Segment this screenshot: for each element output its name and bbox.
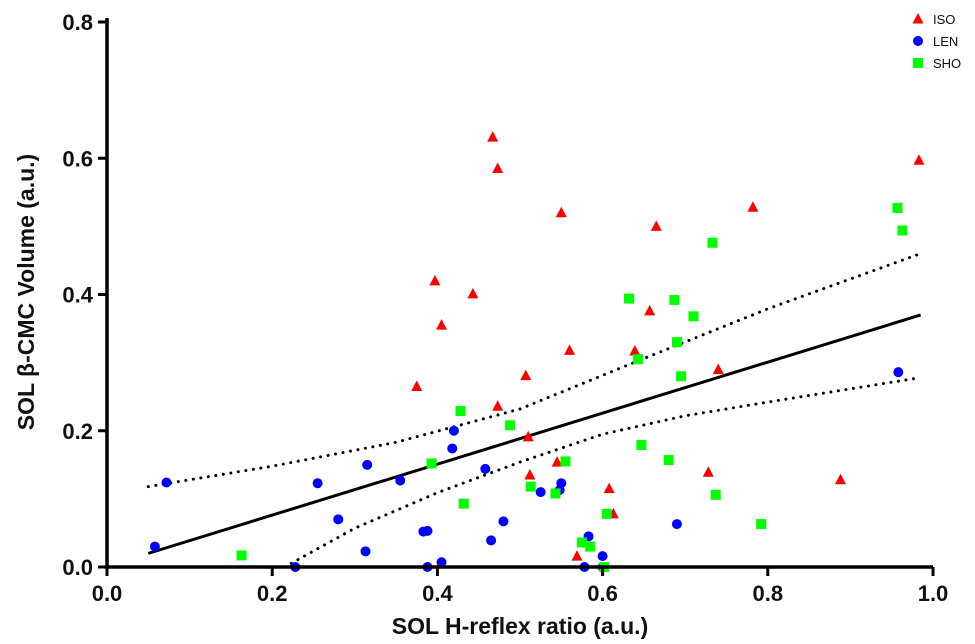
data-point-sho	[636, 440, 647, 451]
y-axis-title: SOL β-CMC Volume (a.u.)	[13, 154, 39, 430]
x-tick-label: 0.8	[753, 581, 784, 606]
series-iso	[411, 131, 925, 561]
data-point-iso	[747, 201, 759, 212]
data-point-len	[447, 443, 458, 454]
tick-marks	[98, 20, 935, 576]
data-point-iso	[551, 456, 563, 467]
data-point-sho	[756, 519, 767, 530]
data-point-iso	[411, 380, 423, 391]
data-point-iso	[834, 473, 846, 485]
data-point-iso	[524, 469, 536, 480]
data-point-iso	[467, 287, 479, 299]
legend-marker-iso	[912, 13, 924, 24]
data-point-sho	[576, 537, 587, 548]
x-axis-title: SOL H-reflex ratio (a.u.)	[392, 613, 648, 639]
series-len	[149, 367, 904, 572]
data-point-iso	[436, 319, 448, 330]
y-tick-label: 0.8	[62, 10, 93, 35]
legend-item-iso: ISO	[912, 12, 955, 27]
data-point-len	[486, 535, 497, 546]
data-point-len	[149, 541, 160, 552]
y-tick-label: 0.0	[62, 555, 93, 580]
confidence-band-lower	[283, 376, 923, 569]
data-point-sho	[688, 311, 699, 322]
data-point-iso	[571, 550, 583, 561]
data-point-sho	[669, 294, 680, 305]
legend-label-sho: SHO	[933, 56, 961, 71]
data-point-len	[597, 551, 608, 562]
data-point-sho	[550, 488, 561, 499]
confidence-band-upper	[146, 252, 923, 489]
data-point-iso	[650, 220, 662, 231]
data-point-sho	[426, 458, 437, 469]
data-point-iso	[702, 466, 714, 477]
data-point-sho	[663, 455, 674, 466]
data-point-iso	[522, 430, 534, 442]
data-point-iso	[712, 363, 724, 374]
tick-labels: 0.0 0.2 0.4 0.6 0.8 1.0 0.0 0.2 0.4 0.6 0.8	[62, 10, 948, 606]
data-point-sho	[710, 489, 721, 500]
data-point-iso	[429, 274, 441, 286]
x-tick-label: 0.4	[422, 581, 453, 606]
data-point-len	[436, 557, 447, 568]
data-point-sho	[671, 337, 682, 348]
legend: ISO LEN SHO	[912, 12, 961, 71]
data-point-len	[480, 463, 491, 474]
data-point-len	[312, 478, 323, 489]
series-sho	[236, 202, 908, 572]
data-point-sho	[236, 550, 247, 561]
y-tick-label: 0.4	[62, 283, 93, 308]
data-point-iso	[492, 400, 504, 411]
data-point-sho	[525, 481, 536, 492]
legend-marker-len	[913, 36, 923, 46]
legend-item-sho: SHO	[913, 56, 961, 71]
x-tick-label: 0.2	[257, 581, 288, 606]
data-point-iso	[913, 154, 925, 165]
data-point-sho	[505, 420, 516, 431]
data-point-len	[535, 487, 546, 498]
data-point-iso	[564, 344, 576, 355]
legend-item-len: LEN	[913, 34, 958, 49]
data-point-len	[333, 514, 344, 525]
data-point-len	[161, 477, 172, 488]
data-point-iso	[487, 131, 499, 142]
legend-label-iso: ISO	[933, 12, 955, 27]
data-point-iso	[555, 206, 567, 218]
data-point-len	[362, 459, 373, 470]
y-tick-label: 0.6	[62, 146, 93, 171]
data-point-len	[671, 519, 682, 530]
data-point-len	[360, 546, 371, 557]
legend-marker-sho	[913, 58, 923, 68]
data-point-len	[422, 525, 433, 536]
data-point-len	[395, 475, 406, 486]
data-point-sho	[560, 456, 571, 467]
data-point-len	[893, 367, 904, 378]
x-tick-label: 0.0	[92, 581, 123, 606]
legend-label-len: LEN	[933, 34, 958, 49]
data-point-sho	[455, 405, 466, 416]
y-tick-label: 0.2	[62, 419, 93, 444]
data-point-len	[498, 516, 509, 527]
data-point-sho	[897, 225, 908, 236]
data-point-sho	[676, 371, 687, 382]
data-point-sho	[707, 237, 718, 248]
regression-line	[147, 313, 922, 555]
data-point-sho	[892, 202, 903, 213]
data-point-sho	[633, 354, 644, 365]
data-point-iso	[644, 304, 656, 316]
data-point-len	[556, 478, 567, 489]
data-point-sho	[458, 498, 469, 509]
x-tick-label: 0.6	[587, 581, 618, 606]
data-point-sho	[624, 293, 635, 304]
data-point-sho	[585, 541, 596, 552]
x-tick-label: 1.0	[918, 581, 949, 606]
data-point-len	[448, 425, 459, 436]
plot-area	[146, 131, 925, 572]
data-point-iso	[492, 162, 504, 173]
data-point-iso	[603, 482, 615, 494]
data-point-sho	[601, 508, 612, 519]
data-point-iso	[520, 369, 532, 381]
data-point-iso	[629, 345, 641, 356]
